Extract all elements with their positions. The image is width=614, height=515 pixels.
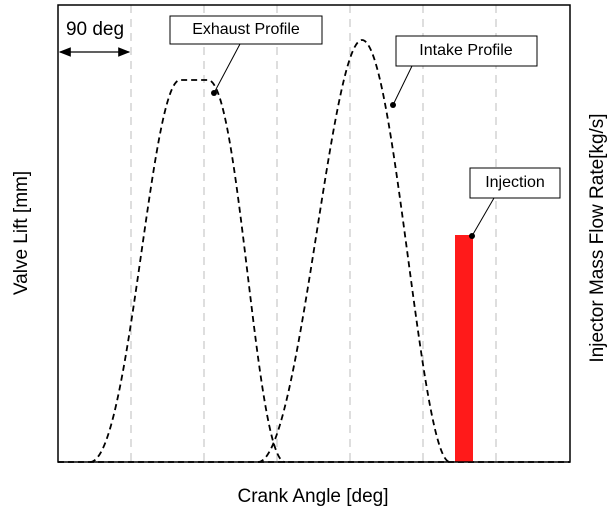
intake-label: Intake Profile <box>419 42 512 59</box>
annotation-box <box>395 35 538 67</box>
x-axis-label: Crank Angle [deg] <box>237 486 388 507</box>
y2-axis-label: Injector Mass Flow Rate[kg/s] <box>587 113 608 362</box>
plot-frame <box>57 4 571 463</box>
grid <box>130 5 497 462</box>
leader-line <box>392 65 413 106</box>
y-axis-label: Valve Lift [mm] <box>11 171 32 295</box>
reference-label: 90 deg <box>66 19 124 40</box>
leader-dot <box>211 90 217 96</box>
annotation-box <box>169 15 323 45</box>
leader-dot <box>390 102 396 108</box>
leader-line <box>213 43 241 94</box>
intake-curve <box>257 39 451 463</box>
injection-label: Injection <box>485 174 545 191</box>
leader-line <box>471 197 495 237</box>
exhaust-label: Exhaust Profile <box>192 21 300 38</box>
exhaust-curve <box>89 79 286 463</box>
injection-bar <box>455 235 473 462</box>
annotation-box <box>469 167 561 199</box>
leader-dot <box>469 233 475 239</box>
